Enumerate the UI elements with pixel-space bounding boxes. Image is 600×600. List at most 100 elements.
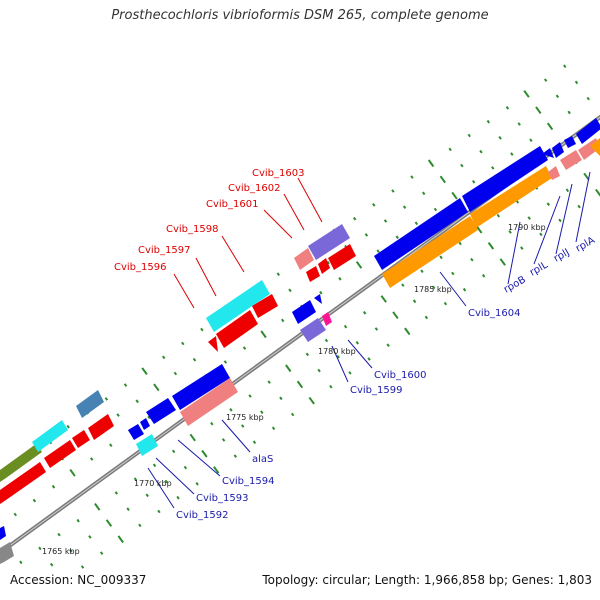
track-tick [421,191,426,196]
track-tick [443,301,448,306]
gene-feature[interactable] [180,378,238,426]
track-tick [126,507,130,511]
gene-feature[interactable] [0,462,46,504]
gene-features[interactable] [0,118,600,564]
track-tick [555,94,560,99]
gene-feature[interactable] [0,444,42,482]
gene-feature[interactable] [0,542,14,564]
gene-label[interactable]: Cvib_1601 [206,199,258,210]
track-tick [479,149,483,154]
gene-label[interactable]: rplL [528,259,550,278]
gene-label[interactable]: Cvib_1602 [228,183,280,194]
gene-feature[interactable] [172,364,230,410]
track-tick [338,277,342,281]
gene-feature[interactable] [322,312,332,326]
gene-label[interactable]: rplJ [552,247,572,265]
track-tick [395,235,399,239]
gene-feature[interactable] [32,420,68,452]
track-tick [210,421,214,426]
track-tick [487,242,495,250]
gene-feature[interactable] [88,414,114,440]
track-tick [343,324,348,329]
gene-feature[interactable] [208,336,218,352]
gene-feature[interactable] [576,118,600,144]
track-tick [290,412,295,417]
track-tick [451,191,458,200]
gene-label[interactable]: Cvib_1600 [374,370,426,381]
gene-label[interactable]: Cvib_1604 [468,308,520,319]
gene-feature[interactable] [292,300,316,324]
track-tick [229,408,233,412]
gene-feature[interactable] [552,142,564,158]
gene-feature[interactable] [318,258,330,274]
track-tick [414,221,419,226]
gene-feature[interactable] [72,430,90,448]
gene-feature[interactable] [294,248,314,270]
track-tick [558,218,562,223]
gene-label[interactable]: alaS [252,454,273,465]
gene-feature[interactable] [470,166,552,228]
track-tick [162,355,166,360]
track-tick [529,138,533,142]
track-tick [213,466,220,474]
map-title: Prosthecochloris vibrioformis DSM 265, c… [111,8,489,23]
track-tick [319,290,323,295]
gene-label[interactable]: Cvib_1597 [138,245,190,256]
gene-feature[interactable] [382,216,478,288]
gene-feature[interactable] [0,526,6,540]
track-tick [498,136,502,140]
gene-feature[interactable] [300,318,326,342]
kbp-tick-label: 1775 kbp [226,413,264,422]
track-tick [69,548,73,553]
gene-label[interactable]: Cvib_1603 [252,168,304,179]
gene-feature[interactable] [328,244,356,270]
gene-feature[interactable] [542,148,554,158]
gene-label[interactable]: Cvib_1598 [166,224,218,235]
gene-label[interactable]: rpoB [502,274,528,295]
track-tick [410,175,414,179]
gene-feature[interactable] [206,280,270,332]
track-tick [448,147,452,152]
gene-label[interactable]: rplA [574,235,597,255]
track-tick [183,465,188,470]
gene-feature[interactable] [136,434,158,456]
track-tick [527,216,531,220]
track-tick [32,498,37,503]
gene-feature[interactable] [306,266,320,282]
track-tick [164,479,168,484]
gene-feature[interactable] [548,166,560,180]
gene-feature[interactable] [76,390,104,418]
gene-feature[interactable] [44,440,76,468]
gene-feature[interactable] [374,198,468,270]
track-tick [38,546,42,551]
track-tick [280,318,285,323]
gene-feature[interactable] [314,294,322,304]
gene-labels-red: Cvib_1596 Cvib_1597 Cvib_1598 Cvib_1601 … [114,168,304,273]
gene-feature[interactable] [140,418,150,430]
track-tick [248,394,252,398]
label-leaders [147,171,591,509]
gene-feature[interactable] [564,136,576,148]
gene-feature[interactable] [252,294,278,318]
gene-feature[interactable] [590,138,600,156]
gene-feature[interactable] [216,310,258,348]
track-tick [336,354,340,359]
gene-feature[interactable] [308,224,350,260]
gene-label[interactable]: Cvib_1599 [350,385,402,396]
gene-feature[interactable] [462,146,548,212]
track-tick [176,495,180,500]
accession-text: Accession: NC_009337 [10,573,147,587]
track-tick [329,384,333,389]
gene-feature[interactable] [128,424,144,440]
track-tick [104,397,109,401]
gene-label[interactable]: Cvib_1593 [196,493,248,504]
track-tick [252,440,257,444]
gene-label[interactable]: Cvib_1596 [114,262,166,273]
gene-label[interactable]: Cvib_1592 [176,510,228,521]
track-tick [391,189,395,193]
gene-feature[interactable] [146,398,176,424]
track-tick [462,287,467,292]
gene-feature[interactable] [560,150,582,170]
gene-label[interactable]: Cvib_1594 [222,476,274,487]
